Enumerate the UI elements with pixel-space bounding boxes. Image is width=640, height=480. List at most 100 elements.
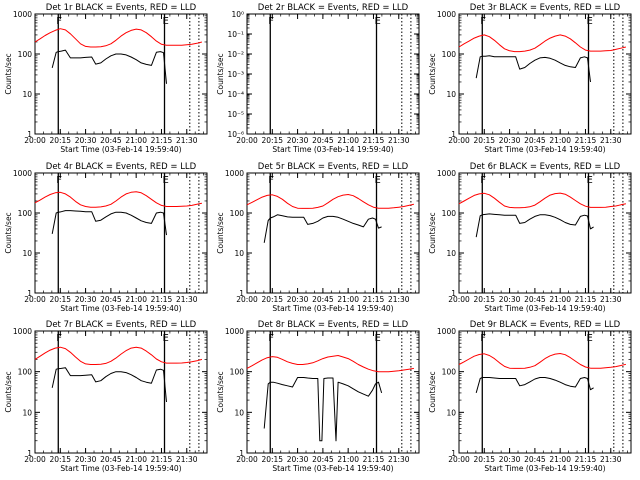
x-tick-label: 21:30 (388, 455, 410, 464)
events-series-line (475, 377, 594, 394)
y-tick-label: 1 (451, 449, 456, 458)
y-tick-label: 1000 (437, 327, 456, 336)
x-tick-label: 20:45 (312, 136, 334, 145)
y-tick-label: 1 (451, 130, 456, 139)
x-tick-label: 20:15 (49, 136, 71, 145)
time-marker-flag: E (163, 333, 169, 344)
x-tick-label: 21:30 (176, 455, 198, 464)
time-marker-flag: F (480, 333, 486, 344)
x-tick-label: 21:30 (388, 295, 410, 304)
y-tick-label: 100 (230, 209, 245, 218)
x-tick-label: 20:45 (100, 455, 122, 464)
y-tick-label: 10⁻³ (227, 70, 244, 79)
x-tick-label: 20:15 (49, 295, 71, 304)
x-tick-label: 21:00 (125, 295, 147, 304)
panel-title: Det 3r BLACK = Events, RED = LLD (470, 3, 621, 13)
y-tick-label: 10 (234, 249, 244, 258)
lld-series-line (458, 34, 627, 53)
y-tick-label: 1000 (225, 169, 244, 178)
x-tick-label: 20:15 (261, 455, 283, 464)
panel-det-8: Det 8r BLACK = Events, RED = LLD Counts/s… (216, 320, 420, 473)
y-tick-label: 100 (442, 209, 457, 218)
plot-frame (34, 172, 208, 294)
time-marker-flag: E (375, 333, 381, 344)
time-marker-flag: E (163, 16, 169, 27)
x-tick-label: 20:30 (499, 455, 521, 464)
lld-series-line (34, 346, 203, 365)
time-marker-flag: F (56, 175, 62, 186)
x-tick-label: 21:15 (575, 295, 597, 304)
y-tick-label: 1 (451, 289, 456, 298)
x-tick-label: 20:00 (236, 455, 258, 464)
x-tick-label: 20:15 (473, 136, 495, 145)
y-axis-label: Counts/sec (216, 212, 225, 253)
time-marker-flag: F (480, 175, 486, 186)
x-tick-label: 20:30 (75, 295, 97, 304)
y-axis-label: Counts/sec (216, 371, 225, 412)
panel-title: Det 8r BLACK = Events, RED = LLD (258, 320, 409, 330)
y-tick-label: 100 (442, 50, 457, 59)
time-marker-flag: F (56, 16, 62, 27)
y-axis-label: Counts/sec (4, 212, 13, 253)
x-tick-label: 20:30 (75, 455, 97, 464)
events-series-line (475, 55, 591, 83)
y-tick-label: 10 (22, 408, 32, 417)
x-tick-label: 20:30 (499, 295, 521, 304)
x-tick-label: 21:00 (337, 295, 359, 304)
y-tick-label: 10⁻² (227, 50, 244, 59)
events-series-line (51, 49, 167, 84)
y-tick-label: 10⁻¹ (227, 30, 244, 39)
x-tick-label: 20:15 (473, 295, 495, 304)
panel-det-3: Det 3r BLACK = Events, RED = LLD Counts/s… (428, 3, 632, 154)
plot-frame (458, 330, 632, 454)
events-series-line (263, 377, 383, 442)
y-tick-label: 1 (27, 289, 32, 298)
x-tick-label: 21:15 (151, 136, 173, 145)
y-tick-label: 100 (18, 209, 33, 218)
x-axis-label: Start Time (03-Feb-14 19:59:40) (60, 464, 181, 473)
panel-title: Det 9r BLACK = Events, RED = LLD (470, 320, 621, 330)
panel-det-9: Det 9r BLACK = Events, RED = LLD Counts/s… (428, 320, 632, 473)
x-tick-label: 20:30 (287, 136, 309, 145)
y-tick-label: 100 (18, 50, 33, 59)
y-tick-label: 100 (230, 368, 245, 377)
time-marker-flag: E (587, 16, 593, 27)
y-tick-label: 1000 (13, 169, 32, 178)
panel-det-1: Det 1r BLACK = Events, RED = LLD Counts/s… (4, 3, 208, 154)
y-tick-label: 10 (22, 90, 32, 99)
time-marker-flag: E (375, 175, 381, 186)
lld-series-line (246, 355, 414, 373)
y-axis-label: Counts/sec (428, 53, 437, 94)
y-tick-label: 1000 (13, 327, 32, 336)
time-marker-flag: F (480, 16, 486, 27)
x-tick-label: 20:45 (312, 295, 334, 304)
plot-frame (246, 172, 420, 294)
x-tick-label: 20:00 (236, 136, 258, 145)
x-tick-label: 21:15 (363, 295, 385, 304)
x-tick-label: 21:15 (363, 136, 385, 145)
y-axis-label: Counts/sec (4, 371, 13, 412)
y-tick-label: 1 (27, 130, 32, 139)
y-tick-label: 10 (446, 249, 456, 258)
panel-det-5: Det 5r BLACK = Events, RED = LLD Counts/s… (216, 162, 420, 313)
x-tick-label: 21:30 (600, 455, 622, 464)
plot-frame (246, 13, 420, 135)
y-axis-label: Counts/sec (428, 212, 437, 253)
x-tick-label: 20:00 (448, 136, 470, 145)
x-tick-label: 21:15 (575, 136, 597, 145)
time-marker-flag: E (163, 175, 169, 186)
x-tick-label: 20:15 (261, 295, 283, 304)
panel-title: Det 2r BLACK = Events, RED = LLD (258, 3, 409, 13)
x-tick-label: 20:15 (261, 136, 283, 145)
x-tick-label: 20:00 (448, 455, 470, 464)
panel-title: Det 7r BLACK = Events, RED = LLD (46, 320, 197, 330)
plot-frame (34, 13, 208, 135)
y-tick-label: 10 (446, 90, 456, 99)
x-tick-label: 21:15 (575, 455, 597, 464)
y-axis-label: Counts/sec (428, 371, 437, 412)
x-tick-label: 20:00 (24, 136, 46, 145)
y-tick-label: 10⁻⁶ (227, 130, 244, 139)
y-tick-label: 1 (239, 289, 244, 298)
x-tick-label: 21:30 (600, 136, 622, 145)
